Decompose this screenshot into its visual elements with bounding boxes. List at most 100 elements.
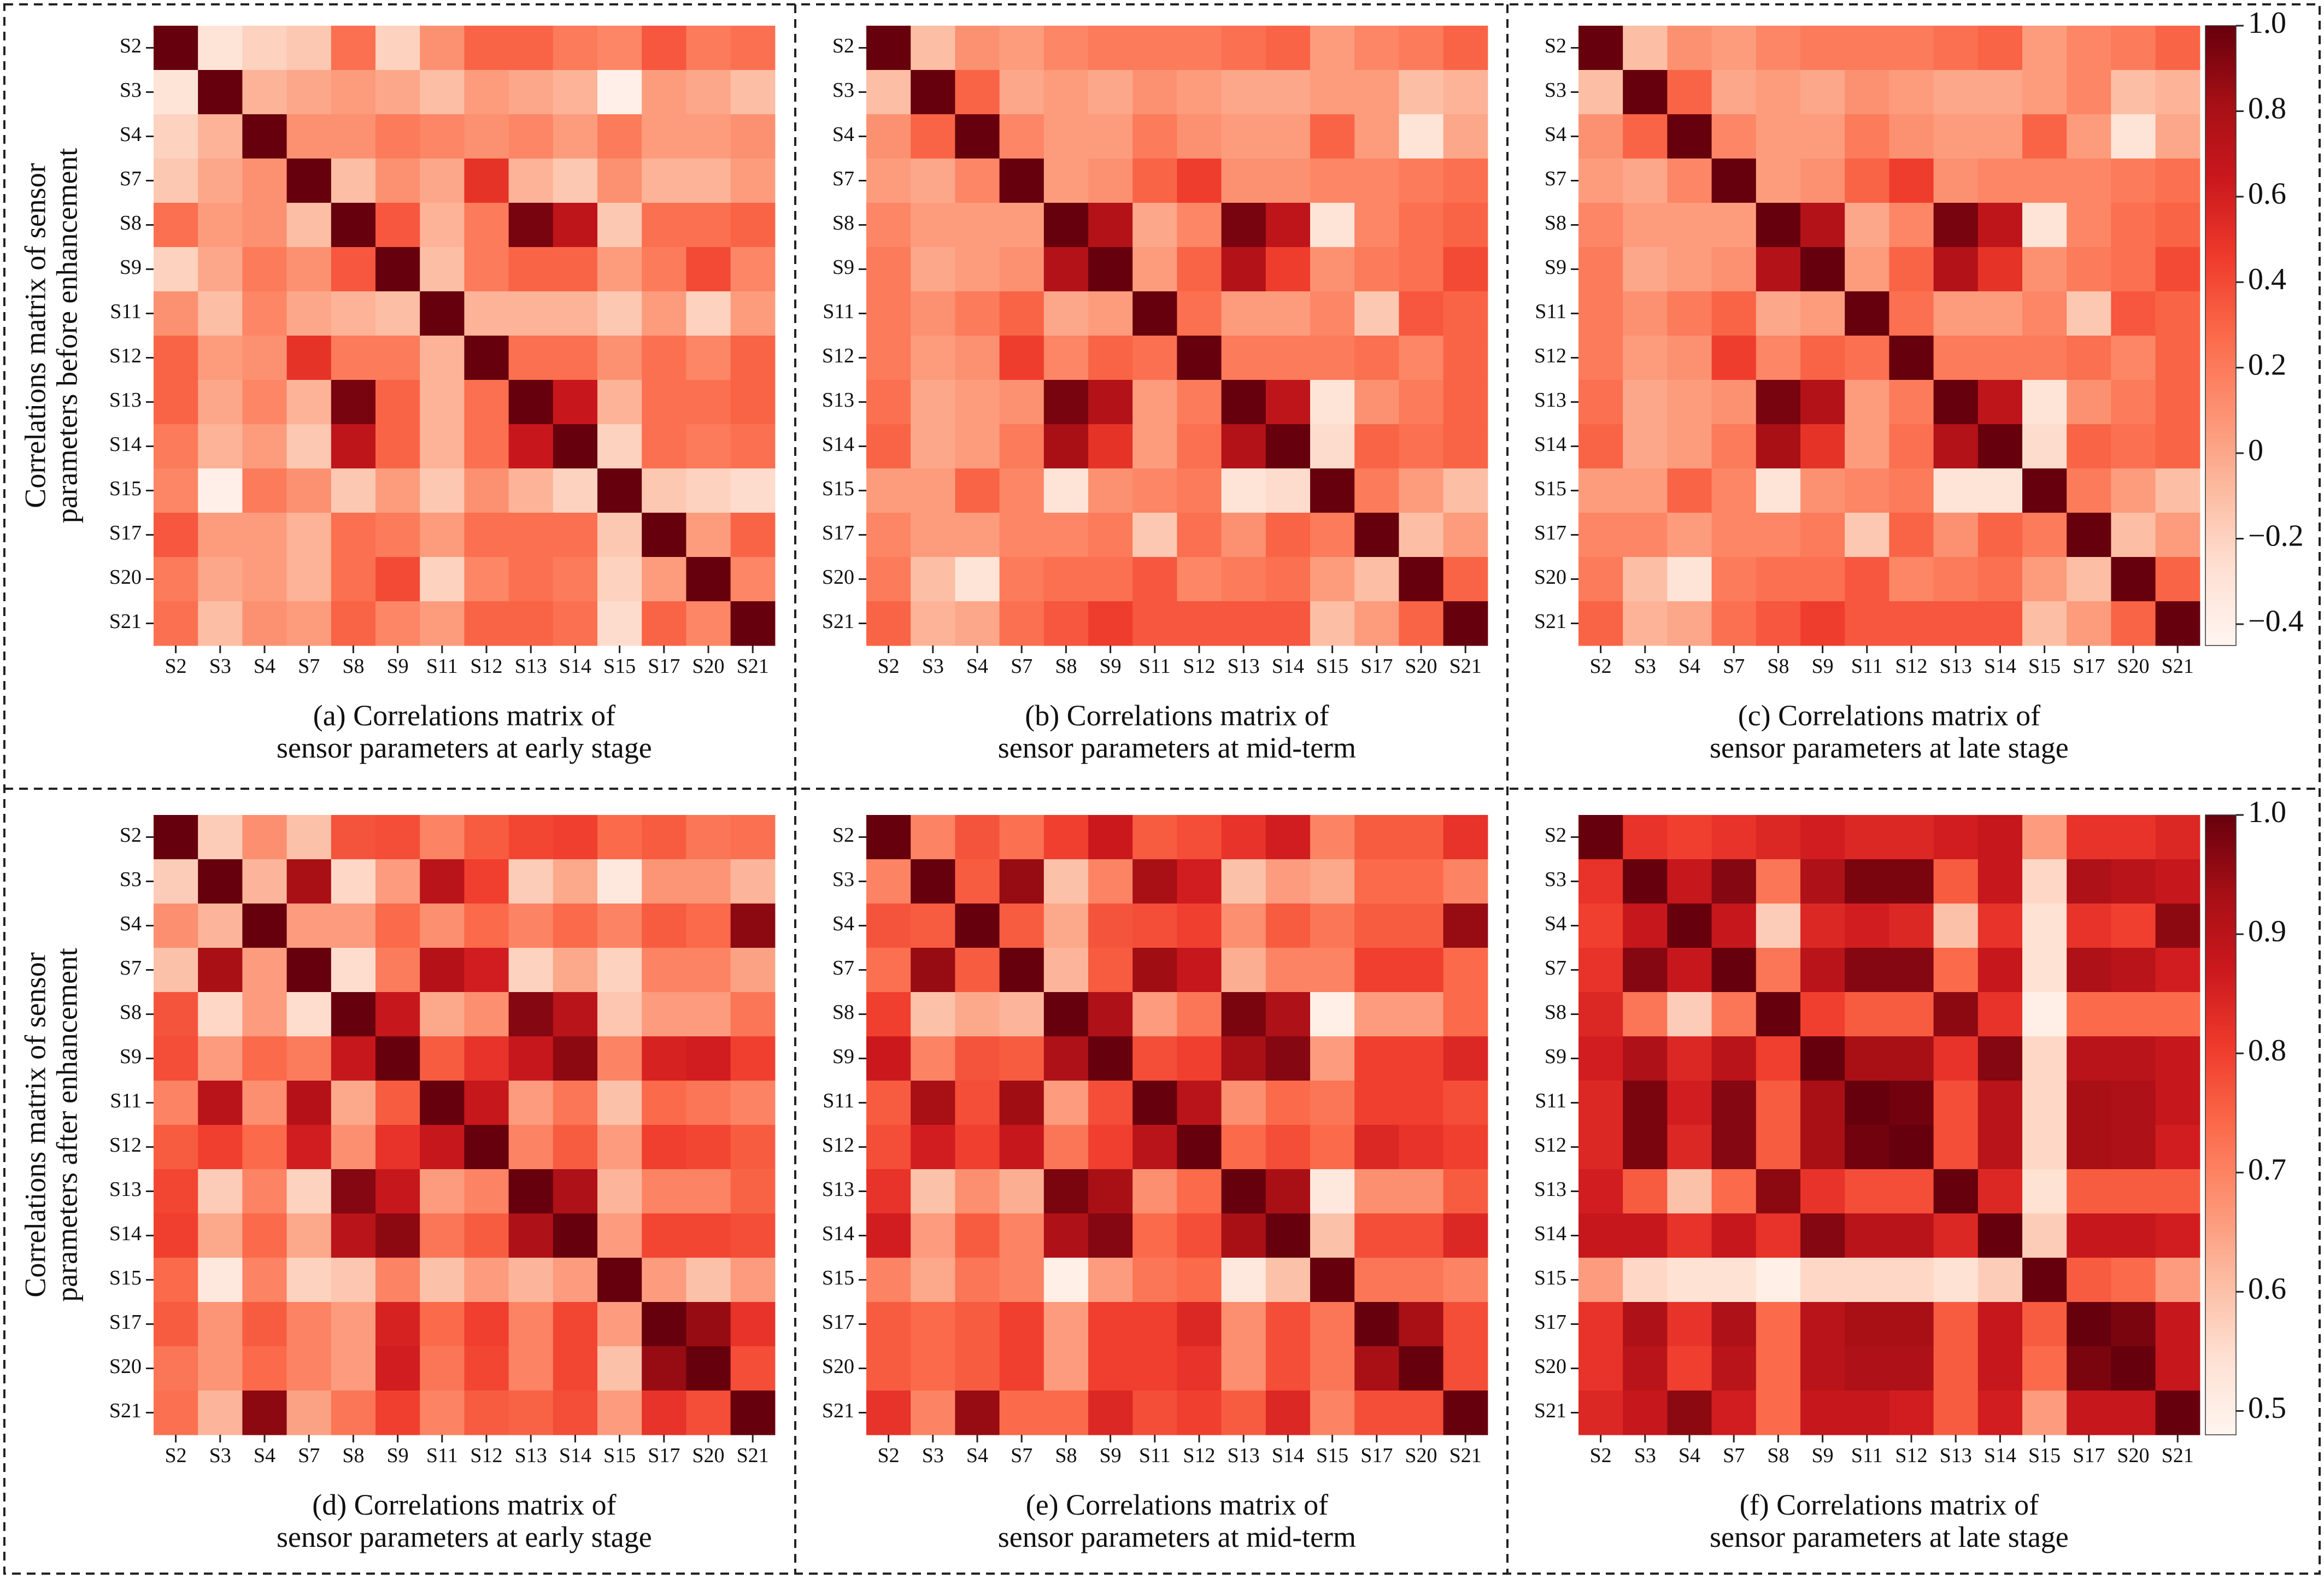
y-tick-label: S2 <box>1545 34 1566 57</box>
heatmap-cell <box>154 159 198 203</box>
heatmap-cell <box>1443 203 1488 248</box>
heatmap-cell <box>154 468 198 513</box>
heatmap-cell <box>686 70 731 115</box>
heatmap-cell <box>2111 1081 2156 1125</box>
heatmap-cell <box>1977 336 2023 380</box>
heatmap-cell <box>1756 1213 1801 1258</box>
heatmap-cell <box>331 1081 376 1125</box>
y-tick-label: S21 <box>1534 610 1566 633</box>
panel-caption: (b) Correlations matrix of <box>1025 699 1329 732</box>
heatmap-cell <box>1623 904 1668 948</box>
heatmap-cell <box>2155 859 2200 904</box>
heatmap-cell <box>508 1125 554 1170</box>
heatmap-cell <box>420 424 465 469</box>
heatmap-cell <box>2022 859 2067 904</box>
heatmap-cell <box>154 1036 198 1081</box>
heatmap-cell <box>375 1169 420 1214</box>
heatmap-cell <box>242 992 287 1037</box>
heatmap-cell <box>1845 815 1889 860</box>
heatmap-cell <box>866 904 911 948</box>
heatmap-cell <box>2155 992 2200 1037</box>
heatmap-cell <box>597 1391 642 1435</box>
heatmap-cell <box>1177 904 1222 948</box>
heatmap-cell <box>1933 815 1979 860</box>
heatmap-cell <box>154 948 198 993</box>
heatmap-cell <box>2111 114 2156 159</box>
panel-caption: (c) Correlations matrix of <box>1738 699 2040 732</box>
y-tick-label: S7 <box>1545 167 1566 190</box>
heatmap-cell <box>1933 513 1979 558</box>
heatmap-cell <box>597 513 642 558</box>
heatmap-cell <box>242 948 287 993</box>
y-tick-label: S12 <box>109 344 142 367</box>
heatmap-cell <box>1221 557 1266 602</box>
heatmap-cell <box>1399 601 1444 646</box>
heatmap-cell <box>2111 159 2156 203</box>
y-tick-label: S21 <box>109 1399 142 1422</box>
heatmap-cell <box>2067 601 2111 646</box>
heatmap-cell <box>553 70 598 115</box>
x-tick-label: S21 <box>737 1444 769 1467</box>
heatmap-cell <box>642 70 686 115</box>
heatmap-cell <box>1578 247 1623 292</box>
heatmap-cell <box>866 1391 911 1435</box>
heatmap-cell <box>331 114 376 159</box>
heatmap-cell <box>154 1346 198 1391</box>
heatmap-cell <box>597 1036 642 1081</box>
heatmap-cell <box>242 859 287 904</box>
heatmap-cell <box>866 601 911 646</box>
x-tick-label: S8 <box>342 655 364 678</box>
y-tick-label: S9 <box>832 256 854 279</box>
heatmap-cell <box>286 159 332 203</box>
heatmap-cell <box>730 380 776 425</box>
x-tick-label: S3 <box>209 655 231 678</box>
y-tick-label: S13 <box>109 389 142 412</box>
heatmap-cell <box>1221 424 1266 469</box>
heatmap-cell <box>464 26 509 71</box>
heatmap-cell <box>2111 557 2156 602</box>
heatmap-cell <box>154 992 198 1037</box>
y-tick-label: S13 <box>822 389 854 412</box>
heatmap-cell <box>1221 859 1266 904</box>
heatmap-cell <box>1889 1346 1934 1391</box>
heatmap-cell <box>642 1213 686 1258</box>
heatmap-cell <box>1399 380 1444 425</box>
heatmap-cell <box>1889 904 1934 948</box>
heatmap-cell <box>1667 1346 1712 1391</box>
heatmap-cell <box>2022 203 2067 248</box>
heatmap-cell <box>1623 1302 1668 1347</box>
heatmap-cell <box>2022 1081 2067 1125</box>
heatmap-cell <box>642 380 686 425</box>
heatmap-cell <box>642 336 686 380</box>
heatmap-cell <box>1265 1391 1311 1435</box>
heatmap-cell <box>553 815 598 860</box>
heatmap-cell <box>730 1258 776 1303</box>
y-tick-label: S14 <box>109 433 142 456</box>
heatmap-cell <box>198 815 243 860</box>
heatmap-cell <box>1221 159 1266 203</box>
heatmap-cell <box>1265 815 1311 860</box>
heatmap-cell <box>1177 1125 1222 1170</box>
heatmap-cell <box>1578 1169 1623 1214</box>
heatmap-cell <box>597 601 642 646</box>
heatmap-cell <box>1889 26 1934 71</box>
heatmap-cell <box>730 291 776 336</box>
panel-caption: (e) Correlations matrix of <box>1026 1488 1328 1521</box>
heatmap-cell <box>1756 1169 1801 1214</box>
heatmap-cell <box>1399 1302 1444 1347</box>
heatmap-cell <box>331 1036 376 1081</box>
heatmap-cell <box>1845 1346 1889 1391</box>
heatmap-cell <box>1667 1036 1712 1081</box>
heatmap-cell <box>1800 513 1845 558</box>
heatmap-cell <box>1354 904 1399 948</box>
heatmap-cell <box>420 291 465 336</box>
heatmap-cell <box>1578 513 1623 558</box>
heatmap-cell <box>242 468 287 513</box>
heatmap-cell <box>866 1346 911 1391</box>
colorbar-tick-label: 0.6 <box>2248 1272 2286 1306</box>
heatmap-cell <box>597 203 642 248</box>
heatmap-cell <box>642 468 686 513</box>
y-tick-label: S13 <box>822 1178 854 1201</box>
heatmap-cell <box>508 1346 554 1391</box>
heatmap-cell <box>955 992 1000 1037</box>
